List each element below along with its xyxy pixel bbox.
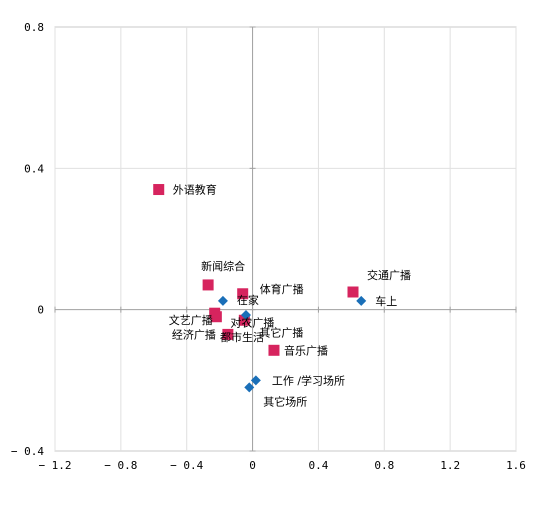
point-square <box>238 314 250 326</box>
point-square <box>202 279 214 291</box>
point-label: 体育广播 <box>260 282 304 296</box>
y-tick-label: 0.4 <box>24 162 44 175</box>
point-square <box>222 328 234 340</box>
point-diamond <box>250 375 261 386</box>
point-label: 音乐广播 <box>284 343 328 357</box>
x-tick-label: 0.8 <box>374 459 394 472</box>
point-label: 车上 <box>375 294 397 308</box>
point-diamond <box>356 295 367 306</box>
x-tick-label: 0.4 <box>308 459 328 472</box>
point-label: 外语教育 <box>173 183 217 197</box>
axes <box>54 26 517 452</box>
y-tick-label: − 0.4 <box>11 445 44 458</box>
point-square <box>347 286 359 298</box>
tick-labels: − 1.2 − 0.8 − 0.4 0 0.4 0.8 1.2 1.6 0.8 0.4 0 − 0.4 <box>11 21 526 472</box>
point-label: 其它广播 <box>259 325 303 339</box>
point-diamond <box>244 382 255 393</box>
x-tick-label: − 0.8 <box>104 459 137 472</box>
point-label: 其它场所 <box>263 394 307 408</box>
x-tick-label: 1.2 <box>440 459 460 472</box>
point-label: 交通广播 <box>367 268 411 282</box>
x-tick-label: 1.6 <box>506 459 526 472</box>
data-points <box>153 184 367 393</box>
y-tick-label: 0.8 <box>24 21 44 34</box>
point-label: 工作 /学习场所 <box>272 373 345 387</box>
point-label: 在家 <box>237 293 259 307</box>
point-label: 经济广播 <box>172 327 216 341</box>
x-tick-label: − 0.4 <box>170 459 203 472</box>
point-diamond <box>217 295 228 306</box>
point-label: 文艺广播 <box>169 313 213 327</box>
plot-frame <box>54 26 517 452</box>
y-tick-label: 0 <box>37 304 44 317</box>
point-square <box>237 288 249 300</box>
point-square <box>210 311 222 323</box>
point-diamond <box>240 309 251 320</box>
x-tick-label: − 1.2 <box>38 459 71 472</box>
point-label: 新闻综合 <box>201 259 245 273</box>
grid <box>54 26 517 452</box>
point-label: 都市生活 <box>220 330 264 344</box>
point-label: 对农广播 <box>230 316 274 330</box>
point-square <box>153 184 165 196</box>
point-square <box>268 344 280 356</box>
x-tick-label: 0 <box>249 459 256 472</box>
